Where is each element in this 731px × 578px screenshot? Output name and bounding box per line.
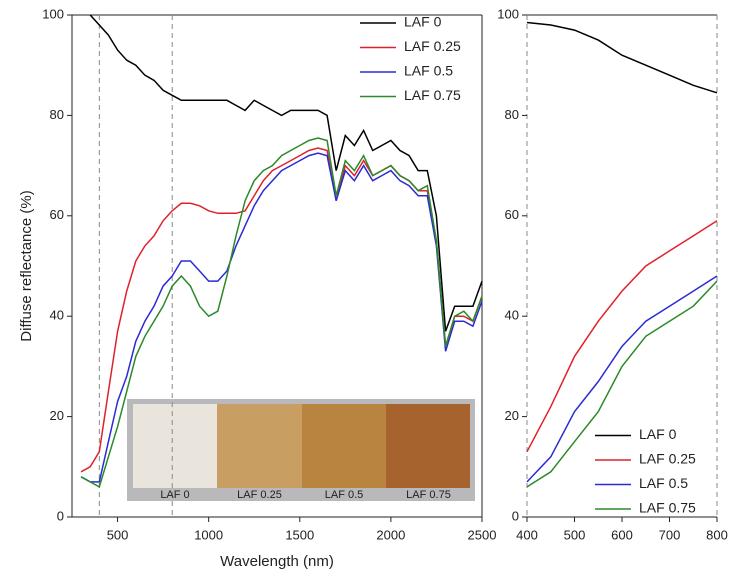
y-tick-label: 60 xyxy=(505,207,519,222)
y-tick-label: 60 xyxy=(50,207,64,222)
x-tick-label: 800 xyxy=(706,527,728,542)
inset-label: LAF 0.75 xyxy=(406,489,451,501)
y-axis-label: Diffuse reflectance (%) xyxy=(18,190,35,341)
legend-label: LAF 0.25 xyxy=(639,451,696,467)
x-axis-label: Wavelength (nm) xyxy=(220,553,334,570)
inset-photo xyxy=(127,399,475,501)
y-tick-label: 0 xyxy=(57,508,64,523)
swatch xyxy=(133,404,217,488)
data-line xyxy=(526,280,718,488)
data-line xyxy=(80,137,483,489)
legend-label: LAF 0.5 xyxy=(639,475,688,491)
y-tick-label: 100 xyxy=(42,6,64,21)
data-line xyxy=(80,152,483,483)
x-tick-label: 400 xyxy=(516,527,538,542)
y-tick-label: 80 xyxy=(50,107,64,122)
y-tick-label: 40 xyxy=(505,308,519,323)
data-line xyxy=(526,21,718,94)
legend-label: LAF 0.75 xyxy=(404,87,461,103)
data-line xyxy=(89,14,483,332)
y-tick-label: 100 xyxy=(497,6,519,21)
y-tick-label: 0 xyxy=(512,508,519,523)
x-tick-label: 600 xyxy=(611,527,633,542)
legend-label: LAF 0 xyxy=(404,14,442,30)
y-tick-label: 20 xyxy=(50,408,64,423)
x-tick-label: 2000 xyxy=(376,527,405,542)
inset-label: LAF 0.5 xyxy=(325,489,364,501)
inset-label: LAF 0 xyxy=(160,489,189,501)
swatch xyxy=(386,404,470,488)
x-tick-label: 500 xyxy=(107,527,129,542)
legend: LAF 0 LAF 0.25 LAF 0.5 LAF 0.75 xyxy=(360,14,461,103)
x-tick-label: 500 xyxy=(564,527,586,542)
y-tick-label: 80 xyxy=(505,107,519,122)
x-tick-label: 1500 xyxy=(285,527,314,542)
data-line xyxy=(526,275,718,483)
inset-label: LAF 0.25 xyxy=(237,489,282,501)
legend-label: LAF 0.5 xyxy=(404,63,453,79)
data-line xyxy=(526,220,718,453)
x-tick-label: 700 xyxy=(659,527,681,542)
legend-label: LAF 0.75 xyxy=(639,500,696,516)
x-tick-label: 1000 xyxy=(194,527,223,542)
swatch xyxy=(217,404,302,488)
legend-label: LAF 0 xyxy=(639,426,677,442)
y-tick-label: 20 xyxy=(505,408,519,423)
legend: LAF 0 LAF 0.25 LAF 0.5 LAF 0.75 xyxy=(595,426,696,516)
x-tick-label: 2500 xyxy=(468,527,497,542)
y-tick-label: 40 xyxy=(50,308,64,323)
swatch xyxy=(302,404,386,488)
legend-label: LAF 0.25 xyxy=(404,38,461,54)
